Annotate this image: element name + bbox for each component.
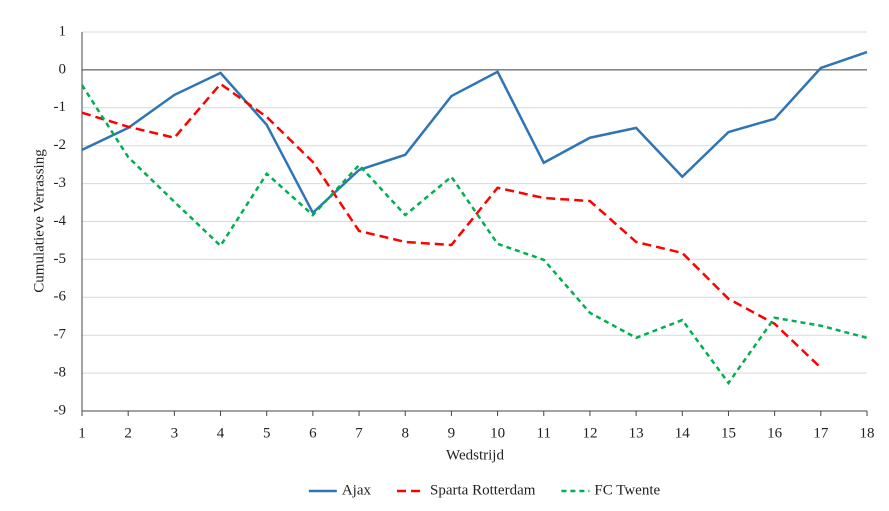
y-tick-label: 1: [59, 23, 67, 39]
y-tick-label: -2: [54, 137, 67, 153]
x-tick-label: 8: [401, 425, 409, 441]
series-line: [80, 84, 868, 386]
x-tick-label: 4: [217, 425, 225, 441]
x-tick-label: 7: [355, 425, 363, 441]
x-tick-label: 3: [171, 425, 179, 441]
y-tick-label: 0: [59, 61, 67, 77]
x-tick-label: 16: [767, 425, 783, 441]
x-tick-label: 14: [675, 425, 691, 441]
x-tick-label: 5: [263, 425, 271, 441]
legend-label: FC Twente: [594, 482, 660, 498]
x-tick-label: 12: [582, 425, 597, 441]
x-axis-label: Wedstrijd: [446, 447, 504, 463]
y-tick-label: -1: [54, 99, 67, 115]
legend-label: Ajax: [342, 482, 372, 498]
y-tick-label: -3: [54, 175, 67, 191]
x-tick-label: 6: [309, 425, 317, 441]
x-tick-label: 11: [537, 425, 551, 441]
y-tick-label: -4: [54, 213, 67, 229]
series-line: [81, 82, 822, 369]
y-tick-label: -9: [54, 402, 67, 418]
y-tick-label: -8: [54, 365, 67, 381]
x-tick-label: 15: [721, 425, 736, 441]
y-axis-label: Cumulatieve Verrassing: [31, 149, 47, 293]
x-tick-label: 18: [860, 425, 875, 441]
x-tick-label: 13: [629, 425, 644, 441]
y-tick-label: -5: [54, 251, 67, 267]
y-tick-label: -7: [54, 327, 67, 343]
x-tick-label: 10: [490, 425, 505, 441]
x-tick-label: 17: [813, 425, 829, 441]
series-line: [81, 50, 868, 215]
x-tick-label: 9: [448, 425, 456, 441]
x-tick-label: 1: [78, 425, 86, 441]
legend-label: Sparta Rotterdam: [430, 482, 536, 498]
x-tick-label: 2: [124, 425, 132, 441]
y-tick-label: -6: [54, 289, 67, 305]
